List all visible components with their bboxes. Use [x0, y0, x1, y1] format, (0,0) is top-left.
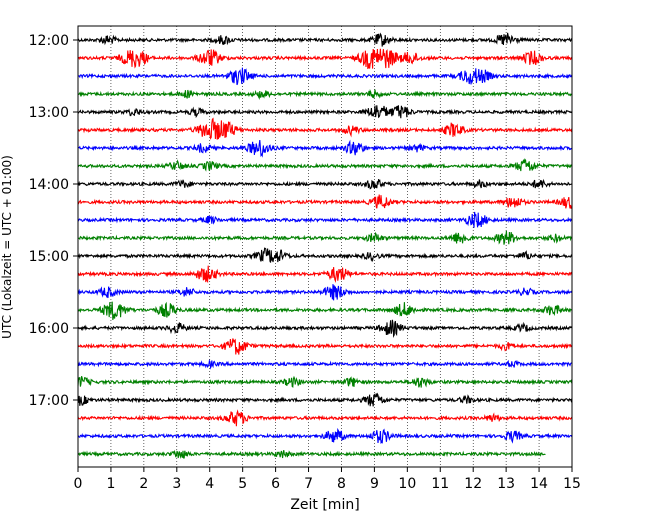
seismogram-trace [77, 67, 573, 86]
seismogram-traces [77, 32, 573, 459]
seismogram-trace [77, 319, 573, 338]
seismogram-trace [77, 247, 573, 263]
x-axis-label: Zeit [min] [290, 497, 359, 513]
y-tick-label: 15:00 [29, 249, 69, 265]
seismogram-trace [77, 158, 573, 172]
seismogram-trace [77, 48, 573, 70]
y-axis-ticks: 12:00 13:00 14:00 15:00 16:00 17:00 [29, 33, 78, 409]
x-tick-label: 0 [74, 476, 83, 492]
x-tick-label: 8 [337, 476, 346, 492]
x-axis-ticks: 0 1 2 3 4 5 6 7 8 9 10 11 12 13 14 15 [74, 467, 581, 492]
seismogram-trace [77, 449, 546, 459]
seismogram-trace [77, 338, 573, 355]
y-tick-label: 14:00 [29, 177, 69, 193]
seismogram-trace [77, 301, 573, 321]
seismogram-trace [77, 359, 572, 370]
y-tick-label: 16:00 [29, 321, 69, 337]
x-tick-label: 15 [563, 476, 581, 492]
seismogram-trace [77, 375, 573, 388]
x-tick-label: 12 [464, 476, 482, 492]
y-axis-label: UTC (Lokalzeit = UTC + 01:00) [0, 155, 14, 339]
seismogram-trace [77, 88, 573, 100]
seismogram-trace [77, 427, 573, 445]
y-tick-label: 12:00 [29, 33, 69, 49]
y-tick-label: 13:00 [29, 105, 69, 121]
x-tick-label: 9 [370, 476, 379, 492]
x-tick-label: 4 [205, 476, 214, 492]
x-tick-label: 14 [530, 476, 548, 492]
x-tick-label: 5 [238, 476, 247, 492]
x-tick-label: 1 [106, 476, 115, 492]
seismogram-trace [77, 117, 573, 140]
seismogram-trace [77, 194, 572, 209]
seismogram-trace [78, 230, 572, 245]
seismogram-trace [77, 211, 573, 228]
plot-frame [77, 25, 573, 468]
x-tick-label: 11 [431, 476, 449, 492]
x-tick-label: 6 [271, 476, 280, 492]
seismogram-trace [77, 139, 572, 158]
seismogram-trace [77, 178, 572, 190]
seismogram-trace [77, 265, 573, 284]
seismogram-trace [77, 284, 573, 301]
seismogram-trace [77, 409, 573, 427]
x-tick-label: 7 [304, 476, 313, 492]
x-tick-label: 2 [139, 476, 148, 492]
seismogram-trace [77, 32, 573, 47]
x-tick-label: 3 [172, 476, 181, 492]
seismogram-trace [77, 105, 573, 119]
y-tick-label: 17:00 [29, 393, 69, 409]
x-tick-label: 13 [497, 476, 515, 492]
x-tick-label: 10 [398, 476, 416, 492]
seismogram-trace [77, 392, 573, 407]
